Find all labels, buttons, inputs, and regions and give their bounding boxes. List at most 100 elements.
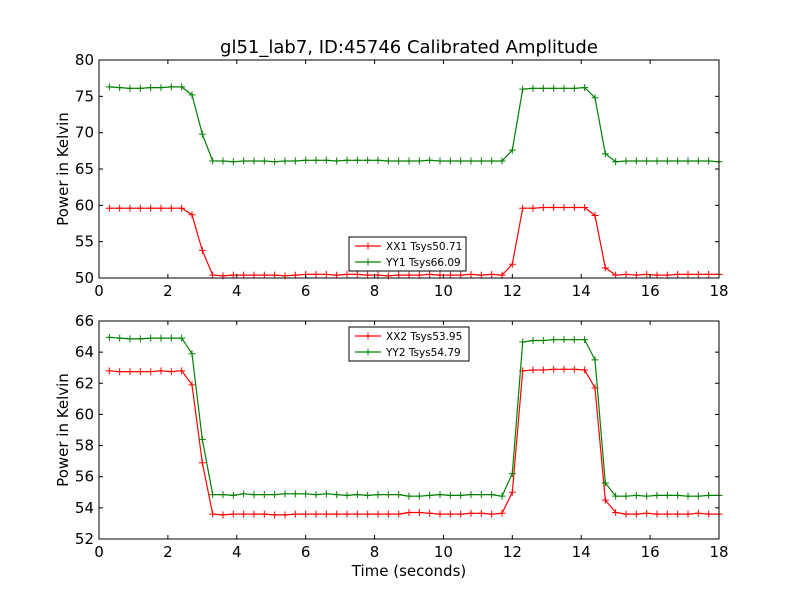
data-point bbox=[374, 271, 382, 279]
y-tick-label: 75 bbox=[75, 87, 94, 105]
data-point bbox=[343, 270, 351, 278]
data-point bbox=[209, 491, 217, 499]
data-point bbox=[643, 157, 651, 165]
y-tick-label: 56 bbox=[75, 468, 94, 486]
data-point bbox=[250, 157, 258, 165]
data-point bbox=[591, 94, 599, 102]
data-point bbox=[601, 264, 609, 272]
data-point bbox=[694, 492, 702, 500]
data-point bbox=[167, 83, 175, 91]
data-point bbox=[188, 381, 196, 389]
data-point bbox=[550, 365, 558, 373]
data-point bbox=[219, 157, 227, 165]
data-point bbox=[674, 270, 682, 278]
data-point bbox=[250, 510, 258, 518]
data-point bbox=[322, 270, 330, 278]
data-point bbox=[302, 510, 310, 518]
data-point bbox=[457, 271, 465, 279]
data-point bbox=[147, 334, 155, 342]
data-point bbox=[281, 490, 289, 498]
data-point bbox=[426, 509, 434, 517]
data-point bbox=[415, 492, 423, 500]
data-point bbox=[250, 491, 258, 499]
x-tick-label: 14 bbox=[572, 543, 591, 561]
y-axis-label: Power in Kelvin bbox=[54, 112, 72, 226]
data-point bbox=[384, 157, 392, 165]
data-point bbox=[488, 157, 496, 165]
data-point bbox=[116, 84, 124, 92]
data-point bbox=[653, 491, 661, 499]
y-tick-label: 62 bbox=[75, 374, 94, 392]
data-point bbox=[529, 366, 537, 374]
data-point bbox=[322, 490, 330, 498]
data-point bbox=[343, 510, 351, 518]
data-point bbox=[477, 157, 485, 165]
data-point bbox=[291, 490, 299, 498]
data-point bbox=[436, 157, 444, 165]
data-point bbox=[105, 83, 113, 91]
data-point bbox=[612, 492, 620, 500]
data-point bbox=[395, 157, 403, 165]
data-point bbox=[198, 459, 206, 467]
data-point bbox=[674, 491, 682, 499]
legend-marker bbox=[364, 348, 372, 356]
data-point bbox=[446, 157, 454, 165]
data-point bbox=[467, 491, 475, 499]
data-point bbox=[240, 157, 248, 165]
data-point bbox=[684, 270, 692, 278]
y-tick-label: 70 bbox=[75, 124, 94, 142]
data-point bbox=[364, 510, 372, 518]
data-point bbox=[684, 492, 692, 500]
data-point bbox=[209, 510, 217, 518]
legend: XX1 Tsys50.71 YY1 Tsys66.09 bbox=[348, 236, 467, 272]
data-point bbox=[601, 150, 609, 158]
data-point bbox=[663, 271, 671, 279]
data-point bbox=[508, 488, 516, 496]
x-tick-label: 6 bbox=[301, 543, 311, 561]
data-point bbox=[643, 270, 651, 278]
data-point bbox=[322, 510, 330, 518]
data-point bbox=[364, 156, 372, 164]
legend-entry: XX2 Tsys53.95 bbox=[386, 331, 462, 343]
data-point bbox=[467, 509, 475, 517]
data-point bbox=[240, 271, 248, 279]
data-point bbox=[312, 510, 320, 518]
data-point bbox=[281, 511, 289, 519]
data-point bbox=[519, 85, 527, 93]
top-subplot: 0 2 4 6 8 10 12 14 16 18 50 55 60 65 70 75 80 Power in Ke… bbox=[54, 51, 729, 300]
data-point bbox=[632, 510, 640, 518]
data-point bbox=[271, 271, 279, 279]
data-point bbox=[147, 368, 155, 376]
data-point bbox=[519, 338, 527, 346]
y-tick-label: 54 bbox=[75, 499, 94, 517]
data-point bbox=[415, 271, 423, 279]
data-point bbox=[188, 91, 196, 99]
x-tick-label: 12 bbox=[503, 282, 522, 300]
x-tick-label: 2 bbox=[163, 543, 173, 561]
x-tick-label: 8 bbox=[370, 282, 380, 300]
data-point bbox=[550, 336, 558, 344]
x-axis-label: Time (seconds) bbox=[351, 562, 467, 580]
data-point bbox=[477, 271, 485, 279]
data-point bbox=[157, 204, 165, 212]
legend-entry: XX1 Tsys50.71 bbox=[386, 241, 462, 253]
data-point bbox=[333, 510, 341, 518]
bottom-subplot: 0 2 4 6 8 10 12 14 16 18 52 54 56 58 60 62 64 66 Power in … bbox=[54, 312, 729, 580]
x-tick-label: 10 bbox=[434, 282, 453, 300]
axes-frame bbox=[98, 320, 720, 540]
data-point bbox=[291, 157, 299, 165]
data-point bbox=[105, 367, 113, 375]
data-point bbox=[663, 510, 671, 518]
data-point bbox=[415, 157, 423, 165]
data-point bbox=[426, 156, 434, 164]
data-point bbox=[488, 270, 496, 278]
data-point bbox=[457, 157, 465, 165]
x-tick-label: 18 bbox=[709, 543, 728, 561]
data-point bbox=[508, 260, 516, 268]
data-point bbox=[105, 333, 113, 341]
data-point bbox=[209, 157, 217, 165]
data-point bbox=[653, 157, 661, 165]
y-tick-label: 52 bbox=[75, 530, 94, 548]
legend-marker bbox=[364, 258, 372, 266]
